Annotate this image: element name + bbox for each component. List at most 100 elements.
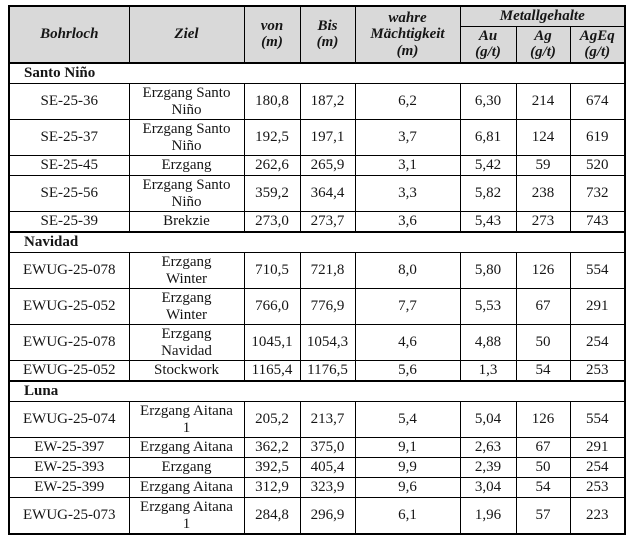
cell-bohrloch: SE-25-36 — [8, 83, 130, 120]
cell-ageq: 291 — [569, 288, 626, 325]
header-ageq: AgEq (g/t) — [569, 25, 626, 63]
cell-ziel: Erzgang Aitana 1 — [128, 401, 245, 438]
table-row: SE-25-36 Erzgang Santo Niño 180,8 187,2 6,2 6… — [8, 83, 626, 120]
cell-ziel: Erzgang — [128, 457, 245, 478]
cell-maechtigkeit: 3,3 — [354, 175, 461, 212]
cell-von: 710,5 — [243, 252, 301, 289]
cell-ziel: Erzgang Aitana — [128, 477, 245, 498]
cell-ageq: 674 — [569, 83, 626, 120]
cell-ziel: Erzgang Navidad — [128, 324, 245, 361]
cell-au: 5,80 — [459, 252, 517, 289]
cell-von: 284,8 — [243, 497, 301, 535]
cell-von: 362,2 — [243, 437, 301, 458]
cell-von: 392,5 — [243, 457, 301, 478]
header-row-sub: Au (g/t) Ag (g/t) AgEq (g/t) — [9, 25, 626, 63]
cell-au: 6,30 — [459, 83, 517, 120]
cell-bohrloch: EW-25-393 — [8, 457, 130, 478]
cell-bis: 323,9 — [299, 477, 356, 498]
cell-bohrloch: EWUG-25-074 — [8, 401, 130, 438]
table-row: EW-25-397 Erzgang Aitana 362,2 375,0 9,1 2,63… — [8, 437, 626, 458]
cell-ziel: Erzgang Santo Niño — [128, 175, 245, 212]
cell-maechtigkeit: 4,6 — [354, 324, 461, 361]
cell-bohrloch: EWUG-25-078 — [8, 252, 130, 289]
cell-ag: 67 — [515, 437, 571, 458]
cell-maechtigkeit: 7,7 — [354, 288, 461, 325]
table-row: EWUG-25-073 Erzgang Aitana 1 284,8 296,9 6,1… — [8, 497, 626, 535]
cell-bohrloch: EW-25-399 — [8, 477, 130, 498]
cell-ageq: 743 — [569, 211, 626, 232]
cell-von: 1045,1 — [243, 324, 301, 361]
cell-au: 6,81 — [459, 119, 517, 156]
cell-ag: 238 — [515, 175, 571, 212]
cell-ziel: Erzgang Winter — [128, 252, 245, 289]
table-header: Bohrloch Ziel von (m) Bis (m) wahre Mäch… — [8, 5, 626, 63]
cell-au: 2,63 — [459, 437, 517, 458]
table-row: SE-25-37 Erzgang Santo Niño 192,5 197,1 3,7 6… — [8, 119, 626, 156]
cell-ag: 214 — [515, 83, 571, 120]
cell-bis: 721,8 — [299, 252, 356, 289]
cell-ageq: 253 — [569, 477, 626, 498]
section-header-row: Santo Niño — [8, 62, 626, 84]
cell-ageq: 254 — [569, 324, 626, 361]
cell-bis: 405,4 — [299, 457, 356, 478]
cell-von: 273,0 — [243, 211, 301, 232]
cell-ageq: 554 — [569, 401, 626, 438]
cell-ageq: 619 — [569, 119, 626, 156]
cell-von: 192,5 — [243, 119, 301, 156]
section-header-row: Luna — [8, 380, 626, 402]
cell-ageq: 223 — [569, 497, 626, 535]
cell-maechtigkeit: 9,9 — [354, 457, 461, 478]
cell-ziel: Erzgang Aitana — [128, 437, 245, 458]
cell-ziel: Erzgang — [128, 155, 245, 176]
cell-maechtigkeit: 5,6 — [354, 360, 461, 381]
cell-ziel: Erzgang Santo Niño — [128, 119, 245, 156]
cell-ag: 50 — [515, 457, 571, 478]
cell-bohrloch: EWUG-25-073 — [8, 497, 130, 535]
section-label: Santo Niño — [8, 62, 626, 84]
cell-ziel: Brekzie — [128, 211, 245, 232]
cell-maechtigkeit: 6,2 — [354, 83, 461, 120]
header-bis: Bis (m) — [299, 5, 356, 63]
cell-maechtigkeit: 3,6 — [354, 211, 461, 232]
cell-au: 1,96 — [459, 497, 517, 535]
cell-bis: 265,9 — [299, 155, 356, 176]
table-row: EWUG-25-074 Erzgang Aitana 1 205,2 213,7 5,4… — [8, 401, 626, 438]
cell-bis: 776,9 — [299, 288, 356, 325]
cell-bis: 296,9 — [299, 497, 356, 535]
cell-von: 766,0 — [243, 288, 301, 325]
cell-ziel: Erzgang Santo Niño — [128, 83, 245, 120]
cell-bis: 273,7 — [299, 211, 356, 232]
cell-bis: 364,4 — [299, 175, 356, 212]
header-metallgehalte: Metallgehalte — [459, 5, 626, 27]
cell-ag: 126 — [515, 252, 571, 289]
cell-au: 5,82 — [459, 175, 517, 212]
cell-ag: 273 — [515, 211, 571, 232]
cell-ag: 57 — [515, 497, 571, 535]
cell-ageq: 732 — [569, 175, 626, 212]
section-header-row: Navidad — [8, 231, 626, 253]
cell-von: 1165,4 — [243, 360, 301, 381]
cell-maechtigkeit: 3,1 — [354, 155, 461, 176]
header-au: Au (g/t) — [459, 25, 517, 63]
cell-au: 1,3 — [459, 360, 517, 381]
cell-bohrloch: EWUG-25-052 — [8, 288, 130, 325]
table-row: SE-25-39 Brekzie 273,0 273,7 3,6 5,43 273 743 — [8, 211, 626, 232]
cell-au: 5,04 — [459, 401, 517, 438]
cell-von: 262,6 — [243, 155, 301, 176]
cell-bohrloch: EWUG-25-078 — [8, 324, 130, 361]
table-row: EWUG-25-052 Stockwork 1165,4 1176,5 5,6 1,3 54… — [8, 360, 626, 381]
header-bohrloch: Bohrloch — [8, 5, 130, 63]
cell-von: 205,2 — [243, 401, 301, 438]
cell-au: 5,53 — [459, 288, 517, 325]
cell-ziel: Stockwork — [128, 360, 245, 381]
cell-au: 4,88 — [459, 324, 517, 361]
cell-ziel: Erzgang Winter — [128, 288, 245, 325]
cell-bis: 213,7 — [299, 401, 356, 438]
cell-bis: 375,0 — [299, 437, 356, 458]
cell-maechtigkeit: 3,7 — [354, 119, 461, 156]
cell-au: 5,43 — [459, 211, 517, 232]
cell-au: 2,39 — [459, 457, 517, 478]
section-label: Navidad — [8, 231, 626, 253]
